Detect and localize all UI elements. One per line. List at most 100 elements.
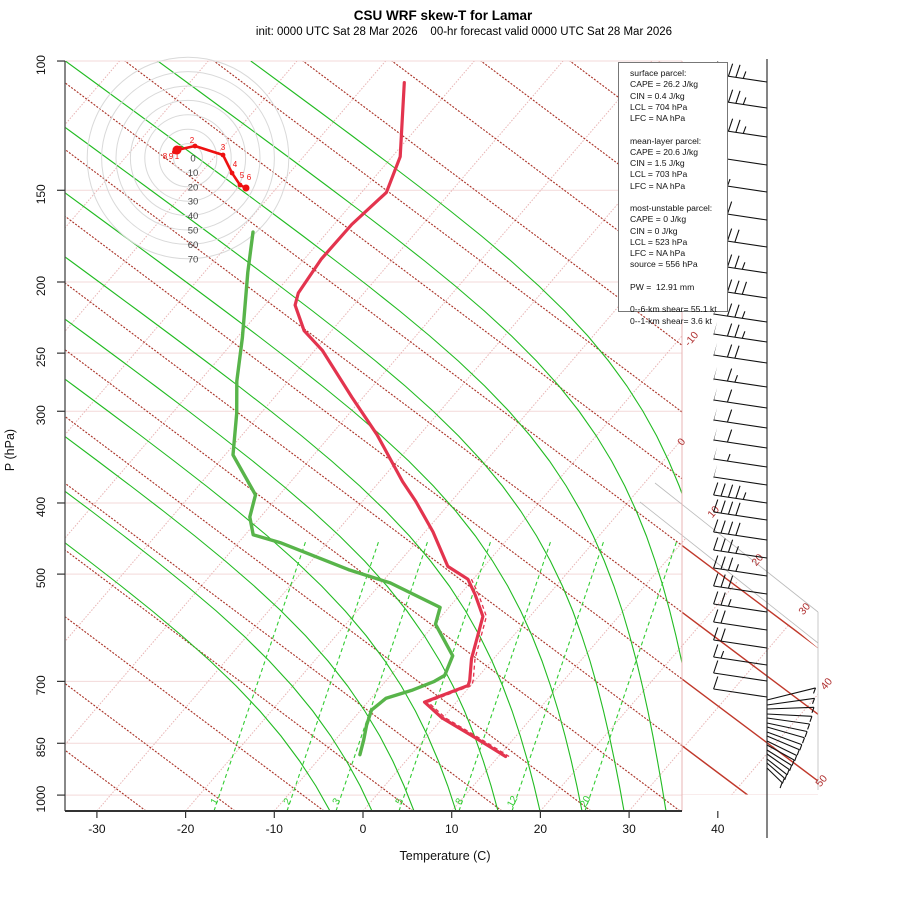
surface-wind-barb: [766, 740, 798, 762]
hodograph-ring-label: 70: [188, 254, 199, 265]
surface-wind-barb: [766, 749, 793, 772]
dry-adiabats: [65, 61, 682, 811]
wind-barb: [713, 627, 768, 649]
chart-subtitle: init: 0000 UTC Sat 28 Mar 2026 00-hr for…: [255, 26, 673, 38]
info-line: 0--1-km shear= 3.6 kt: [630, 315, 712, 326]
wind-barb: [713, 446, 768, 468]
isotherms: [65, 61, 682, 811]
info-line: LFC = NA hPa: [630, 248, 686, 258]
temperature-tick-label: 0: [360, 822, 367, 836]
surface-wind-barb: [766, 735, 800, 756]
mixing-ratio-label: 1: [209, 796, 222, 807]
hodograph-km-label: 2: [190, 136, 195, 145]
surface-wind-barb: [766, 758, 788, 781]
mixing-ratio-label: 12: [505, 794, 520, 810]
hodograph-point: [220, 152, 226, 158]
hodograph-ring-label: 60: [188, 240, 199, 251]
surface-wind-barb: [766, 753, 790, 776]
isotherm-label: 20: [749, 552, 766, 569]
surface-wind-barb: [766, 706, 815, 714]
mixing-ratio-label: 2: [282, 796, 295, 807]
hodograph-point: [192, 143, 198, 149]
chart-title: CSU WRF skew-T for Lamar: [353, 8, 533, 23]
hodograph-inset: 0 10 20 30 40 50 60 70 8 9 1 2 345 6: [86, 56, 290, 265]
info-line: [630, 293, 727, 304]
hodograph-point: [229, 170, 235, 176]
temperature-tick-label: -30: [88, 822, 106, 836]
hodograph-km-label: 8: [163, 152, 168, 161]
isotherm-label: 40: [818, 676, 835, 693]
info-line: LFC = NA hPa: [630, 113, 686, 123]
surface-wind-barb: [766, 744, 795, 766]
hodograph-ring-label: 10: [188, 168, 199, 179]
hodograph-point: [237, 182, 243, 188]
wind-barb: [713, 609, 768, 631]
mixing-ratio-lines: [213, 539, 678, 811]
pressure-tick-label: 1000: [34, 785, 48, 812]
wind-barb: [713, 555, 768, 577]
info-line: surface parcel:: [630, 68, 687, 78]
isotherm-extension-band: [682, 535, 818, 795]
pressure-tick-label: 700: [34, 675, 48, 695]
pressure-tick-label: 150: [34, 184, 48, 204]
info-line: LCL = 704 hPa: [630, 101, 688, 112]
info-line: most-unstable parcel:: [630, 203, 713, 213]
mixing-ratio-label: 3: [331, 796, 344, 807]
wind-barb: [713, 573, 768, 595]
info-line: LCL = 523 hPa: [630, 236, 688, 247]
hodograph-km-label: 3: [221, 143, 226, 152]
mixing-ratio-label: 5: [394, 796, 407, 807]
parcel-info-box: surface parcel: CAPE = 26.2 J/kg CIN = 0.4…: [618, 62, 728, 326]
info-line: LFC = NA hPa: [630, 180, 686, 191]
info-line: CAPE = 26.2 J/kg: [630, 79, 699, 90]
surface-wind-barb: [766, 697, 816, 706]
info-line: 0--6-km shear= 55.1 kt: [630, 304, 717, 315]
sounding-profiles: [231, 81, 510, 759]
temperature-tick-label: 30: [622, 822, 636, 836]
wind-barb: [713, 537, 768, 559]
temperature-tick-label: -10: [266, 822, 284, 836]
wind-barb: [713, 591, 768, 613]
pressure-axis-title: P (hPa): [3, 429, 17, 471]
dewpoint-curve: [231, 230, 455, 757]
wind-barb: [713, 407, 768, 429]
pressure-tick-label: 500: [34, 568, 48, 588]
wind-barb: [713, 644, 768, 666]
hodograph-point: [172, 145, 182, 155]
hodograph-ring-label: 40: [188, 211, 199, 222]
hodograph-km-label: 6: [247, 173, 252, 182]
hodograph-km-label: 5: [240, 171, 245, 180]
info-line: [630, 192, 727, 203]
pressure-tick-label: 850: [34, 737, 48, 757]
pressure-tick-label: 250: [34, 347, 48, 367]
virtual-temperature-curve: [426, 578, 510, 758]
isotherm-label: 30: [796, 601, 813, 618]
mixing-ratio-label: 20: [578, 794, 593, 810]
wind-barb: [713, 660, 768, 682]
wind-barb: [713, 464, 768, 486]
info-line: PW = 12.91 mm: [630, 281, 695, 292]
isotherm-label: -10: [682, 329, 701, 348]
info-line: source = 556 hPa: [630, 259, 698, 270]
hodograph-km-label: 4: [233, 160, 238, 169]
mixing-ratio-label: 8: [454, 796, 467, 807]
info-line: LCL = 703 hPa: [630, 169, 688, 180]
hodograph-point: [242, 184, 250, 192]
surface-wind-barb: [766, 762, 785, 784]
wind-barb: [713, 321, 768, 343]
wind-barb: [713, 342, 768, 364]
info-line: CIN = 0 J/kg: [630, 225, 678, 236]
surface-wind-barb: [766, 767, 783, 789]
wind-barb: [713, 482, 768, 504]
wind-barb: [713, 427, 768, 449]
info-line: CAPE = 20.6 J/kg: [630, 146, 699, 157]
info-line: [630, 124, 727, 135]
surface-wind-barb: [766, 722, 808, 738]
wind-barb: [713, 387, 768, 409]
surface-wind-barb: [766, 687, 817, 701]
temperature-curve: [293, 81, 508, 759]
